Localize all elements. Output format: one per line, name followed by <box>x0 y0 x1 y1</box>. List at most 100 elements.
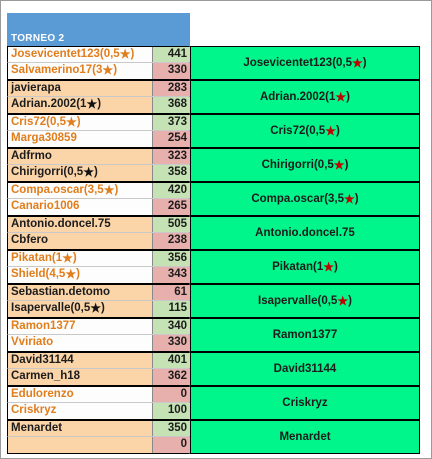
player-row: Menardet 350 <box>7 420 190 437</box>
player-name[interactable]: Pikatan(1★) <box>8 251 152 266</box>
player-score[interactable]: 358 <box>152 165 190 181</box>
player-score[interactable]: 368 <box>152 97 190 113</box>
match-winner[interactable]: Antonio.doncel.75 <box>190 216 420 250</box>
player-score[interactable]: 0 <box>152 437 190 453</box>
player-name[interactable]: Edulorenzo <box>8 387 152 402</box>
player-score[interactable]: 265 <box>152 199 190 215</box>
tournament-header[interactable]: TORNEO 2 <box>7 13 190 46</box>
player-name[interactable]: Canario1006 <box>8 199 152 215</box>
match-winner[interactable]: Ramon1377 <box>190 318 420 352</box>
player-name[interactable]: Cris72(0,5★) <box>8 115 152 130</box>
player-name[interactable]: Ramon1377 <box>8 319 152 334</box>
player-name-text: Marga30859 <box>11 132 77 144</box>
player-name[interactable]: javierapa <box>8 81 152 96</box>
player-name[interactable]: Antonio.doncel.75 <box>8 217 152 232</box>
winner-name: Adrian.2002(1 <box>259 91 336 103</box>
player-name-text: Cbfero <box>11 234 49 246</box>
player-name-suffix: ) <box>76 268 80 280</box>
player-name[interactable]: David31144 <box>8 353 152 368</box>
player-row: Isapervalle(0,5★) 115 <box>7 301 190 318</box>
match-winner[interactable]: David31144 <box>190 352 420 386</box>
winner-name-suffix: ) <box>344 159 349 171</box>
match-winner[interactable]: Cris72(0,5★) <box>190 114 420 148</box>
match-winner[interactable]: Adrian.2002(1★) <box>190 80 420 114</box>
player-score[interactable]: 401 <box>152 353 190 368</box>
player-name[interactable]: Josevicentet123(0,5★) <box>8 47 152 62</box>
player-row: Chirigorri(0,5★) 358 <box>7 165 190 182</box>
player-row: Adfrmo 323 <box>7 148 190 165</box>
player-score[interactable]: 362 <box>152 369 190 385</box>
player-name[interactable]: Salvamerino17(3★) <box>8 63 152 79</box>
player-score[interactable]: 420 <box>152 183 190 198</box>
player-score[interactable]: 441 <box>152 47 190 62</box>
winner-name: Antonio.doncel.75 <box>255 227 355 239</box>
match-winner[interactable]: Compa.oscar(3,5★) <box>190 182 420 216</box>
player-name-text: Adrian.2002(1 <box>11 98 87 110</box>
player-name[interactable]: Compa.oscar(3,5★) <box>8 183 152 198</box>
player-score[interactable]: 356 <box>152 251 190 266</box>
player-score[interactable]: 373 <box>152 115 190 130</box>
player-name[interactable]: Shield(4,5★) <box>8 267 152 283</box>
player-name-suffix: ) <box>76 116 81 128</box>
star-icon: ★ <box>323 260 335 274</box>
player-score[interactable]: 238 <box>152 233 190 249</box>
player-name[interactable]: Cbfero <box>8 233 152 249</box>
player-name-suffix: ) <box>101 302 105 314</box>
star-icon: ★ <box>103 183 115 197</box>
player-row: Ramon1377 340 <box>7 318 190 335</box>
winner-name: Ramon1377 <box>272 329 338 341</box>
star-icon: ★ <box>335 90 347 104</box>
winner-name: Menardet <box>279 431 331 443</box>
player-score[interactable]: 61 <box>152 285 190 300</box>
player-score[interactable]: 283 <box>152 81 190 96</box>
player-score[interactable]: 350 <box>152 421 190 436</box>
player-score[interactable]: 254 <box>152 131 190 147</box>
match-row: Josevicentet123(0,5★) 441 Salvamerino17(3★… <box>7 46 420 80</box>
player-name[interactable]: Marga30859 <box>8 131 152 147</box>
player-score[interactable]: 330 <box>152 335 190 351</box>
player-name[interactable]: Adfrmo <box>8 149 152 164</box>
player-score[interactable]: 340 <box>152 319 190 334</box>
player-score[interactable]: 343 <box>152 267 190 283</box>
player-name[interactable]: Menardet <box>8 421 152 436</box>
star-icon: ★ <box>119 47 131 61</box>
player-name-text: javierapa <box>11 82 61 94</box>
player-name-text: Canario1006 <box>11 200 80 212</box>
player-name-text: Pikatan(1 <box>11 252 63 264</box>
match-row: Ramon1377 340 Vviriato 330 Ramon1377 <box>7 318 420 352</box>
player-score[interactable]: 0 <box>152 387 190 402</box>
player-name[interactable] <box>8 437 152 453</box>
winner-name: Pikatan(1 <box>272 261 324 273</box>
tournament-title: TORNEO 2 <box>11 33 65 44</box>
player-score[interactable]: 330 <box>152 63 190 79</box>
winner-name-suffix: ) <box>334 261 338 273</box>
player-name[interactable]: Vviriato <box>8 335 152 351</box>
player-name[interactable]: Sebastian.detomo <box>8 285 152 300</box>
match-winner[interactable]: Josevicentet123(0,5★) <box>190 46 420 80</box>
star-icon: ★ <box>344 192 355 206</box>
player-name[interactable]: Adrian.2002(1★) <box>8 97 152 113</box>
match-winner[interactable]: Chirigorri(0,5★) <box>190 148 420 182</box>
player-row: David31144 401 <box>7 352 190 369</box>
match-row: Menardet 350 0 Menardet <box>7 420 420 454</box>
player-name-text: Compa.oscar(3,5 <box>11 184 104 196</box>
player-row: Shield(4,5★) 343 <box>7 267 190 284</box>
player-score[interactable]: 323 <box>152 149 190 164</box>
player-score[interactable]: 100 <box>152 403 190 419</box>
match-winner[interactable]: Pikatan(1★) <box>190 250 420 284</box>
player-name-text: Antonio.doncel.75 <box>11 218 111 230</box>
player-name[interactable]: Carmen_h18 <box>8 369 152 385</box>
match-winner[interactable]: Criskryz <box>190 386 420 420</box>
match-winner[interactable]: Isapervalle(0,5★) <box>190 284 420 318</box>
match-winner[interactable]: Menardet <box>190 420 420 454</box>
player-row: Marga30859 254 <box>7 131 190 148</box>
player-name[interactable]: Isapervalle(0,5★) <box>8 301 152 317</box>
player-score[interactable]: 505 <box>152 217 190 232</box>
player-name-text: Carmen_h18 <box>11 370 81 382</box>
player-name[interactable]: Chirigorri(0,5★) <box>8 165 152 181</box>
player-name-suffix: ) <box>130 48 135 60</box>
player-score[interactable]: 115 <box>152 301 190 317</box>
player-name[interactable]: Criskryz <box>8 403 152 419</box>
player-name-text: Vviriato <box>11 336 54 348</box>
player-name-text: Sebastian.detomo <box>11 286 111 298</box>
